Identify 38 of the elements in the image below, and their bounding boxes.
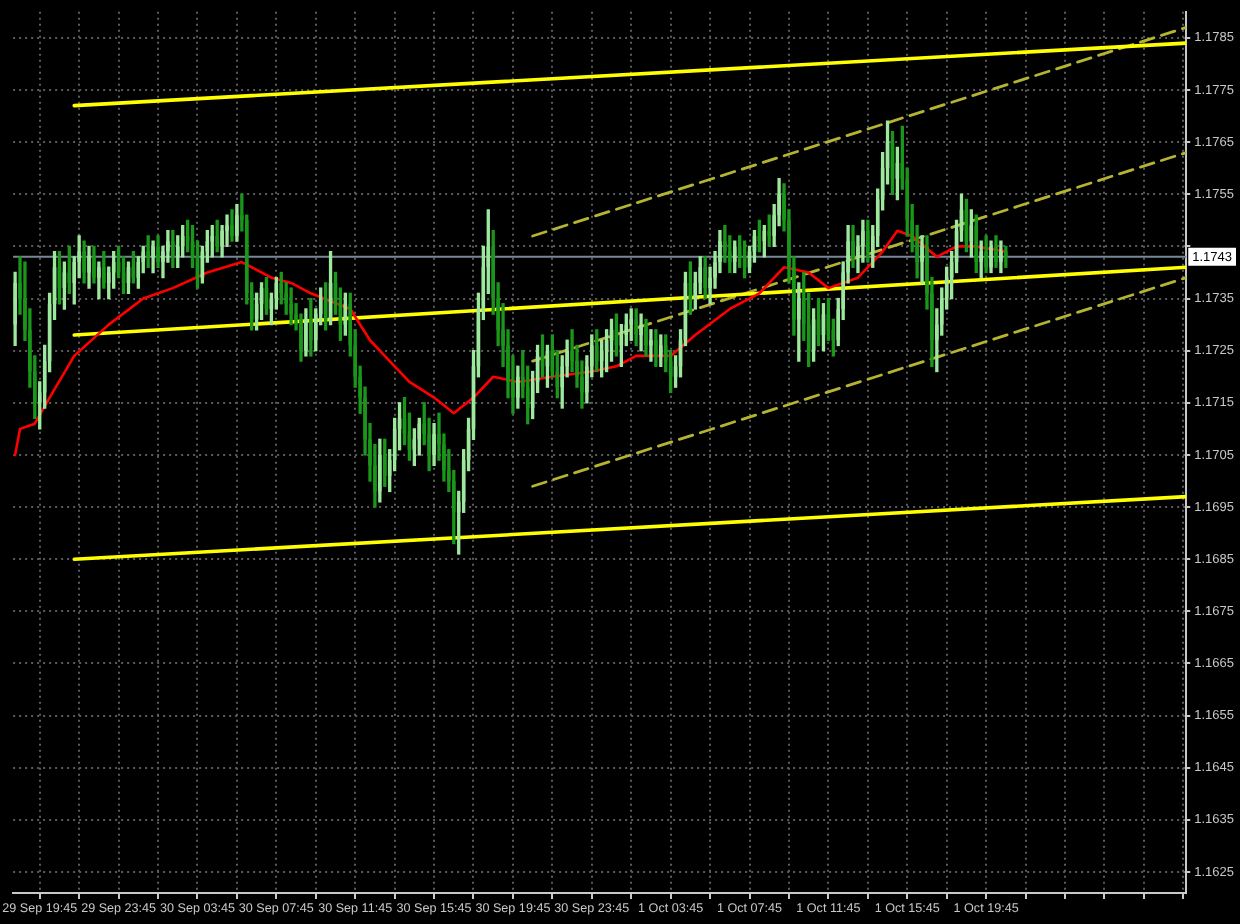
candlestick xyxy=(866,219,870,263)
candlestick xyxy=(920,235,924,284)
candlestick xyxy=(654,329,658,367)
candlestick xyxy=(309,297,313,357)
candlestick xyxy=(383,438,387,487)
candlestick xyxy=(87,245,91,289)
candlestick xyxy=(629,308,633,341)
candlestick xyxy=(984,235,988,274)
candlestick xyxy=(235,204,239,242)
candlestick xyxy=(156,235,160,268)
candlestick xyxy=(432,423,436,467)
candlestick xyxy=(649,329,653,362)
candlestick xyxy=(97,261,101,300)
candlestick xyxy=(979,240,983,279)
candlestick xyxy=(516,365,520,409)
candlestick xyxy=(230,209,234,242)
candlestick xyxy=(304,308,308,357)
candlestick xyxy=(767,214,772,248)
candlestick xyxy=(171,230,175,268)
candlestick xyxy=(1004,245,1008,268)
candlestick xyxy=(659,334,663,367)
candlestick xyxy=(994,235,998,268)
candlestick xyxy=(644,318,648,357)
candlestick xyxy=(989,240,993,274)
candlestick xyxy=(634,308,638,347)
candlestick xyxy=(151,240,155,274)
candlestick xyxy=(378,438,382,503)
candlestick xyxy=(82,240,86,284)
candlestick xyxy=(703,256,707,300)
candlestick xyxy=(146,235,150,268)
candlestick xyxy=(92,245,96,284)
candlestick xyxy=(215,219,219,253)
candlestick xyxy=(797,282,801,362)
candlestick xyxy=(851,224,855,268)
candlestick xyxy=(289,287,293,326)
candlestick xyxy=(999,240,1003,274)
candlestick xyxy=(102,250,106,289)
candlestick xyxy=(639,313,643,352)
